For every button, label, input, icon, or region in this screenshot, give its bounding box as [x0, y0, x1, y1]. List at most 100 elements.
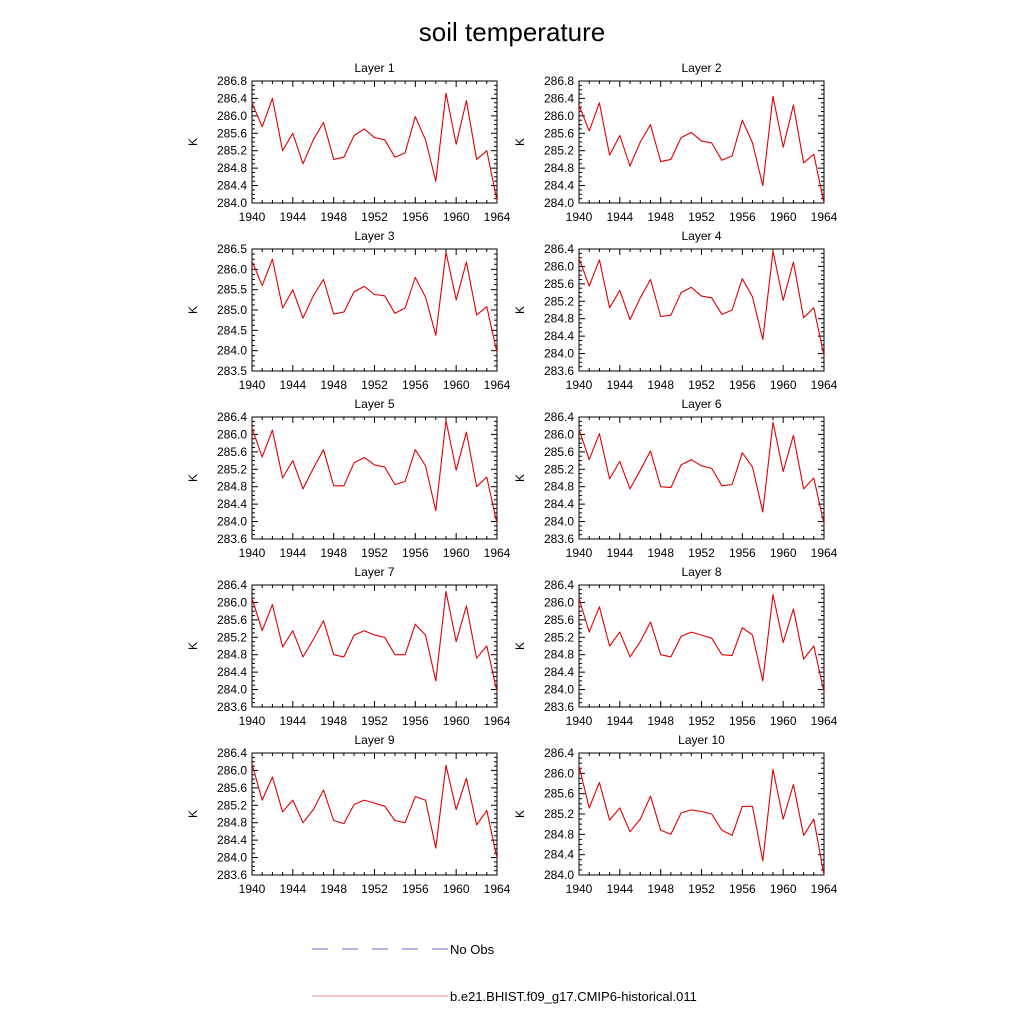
panel-1-xtick-label: 1948	[320, 210, 347, 224]
panel-6-xtick-label: 1956	[729, 546, 756, 560]
panel-10-xtick-label: 1940	[566, 882, 593, 896]
panel-5: Layer 5 K 1940 1944 1948 1952 1956 1960 1964 283.…	[186, 397, 511, 560]
panel-4: Layer 4 K 1940 1944 1948 1952 1956 1960 1964 283.…	[513, 229, 838, 392]
panel-1-ylabel: K	[186, 138, 200, 146]
panel-3-xtick-label: 1948	[320, 378, 347, 392]
panel-9-xtick-label: 1964	[484, 882, 511, 896]
panel-3-ytick-label: 286.5	[217, 242, 247, 256]
panel-2-xtick-label: 1952	[688, 210, 715, 224]
panel-5-ytick-label: 286.4	[217, 410, 247, 424]
panel-9-series-line	[251, 763, 498, 859]
panel-9-ylabel: K	[186, 810, 200, 818]
panel-3-series-line	[251, 251, 498, 353]
panel-5-ytick-label: 284.0	[217, 515, 247, 529]
panel-10-ylabel: K	[513, 810, 527, 818]
panel-4-ytick-label: 285.6	[544, 277, 574, 291]
legend-label-model: b.e21.BHIST.f09_g17.CMIP6-historical.011	[450, 989, 697, 1004]
panel-6-ytick-label: 284.8	[544, 480, 574, 494]
panel-2-ytick-label: 284.8	[544, 161, 574, 175]
panel-6-xtick-label: 1940	[566, 546, 593, 560]
panel-2-title: Layer 2	[681, 61, 721, 75]
panel-1-xtick-label: 1960	[443, 210, 470, 224]
panel-7-xtick-label: 1964	[484, 714, 511, 728]
panel-5-xtick-label: 1960	[443, 546, 470, 560]
panel-3-xtick-label: 1964	[484, 378, 511, 392]
legend: No Obs b.e21.BHIST.f09_g17.CMIP6-histori…	[312, 942, 697, 1004]
panel-5-xtick-label: 1964	[484, 546, 511, 560]
panel-8-ytick-label: 286.0	[544, 595, 574, 609]
panel-5-xtick-label: 1956	[402, 546, 429, 560]
panel-2-ytick-label: 284.4	[544, 179, 574, 193]
panel-5-ytick-label: 283.6	[217, 532, 247, 546]
panel-6-ytick-label: 286.4	[544, 410, 574, 424]
panel-4-ytick-label: 285.2	[544, 294, 574, 308]
panel-5-xtick-label: 1940	[239, 546, 266, 560]
panel-1-frame	[251, 80, 498, 204]
panel-9-ytick-label: 284.4	[217, 833, 247, 847]
panel-4-title: Layer 4	[681, 229, 721, 243]
panel-1-xtick-label: 1944	[279, 210, 306, 224]
panel-2-series-line	[578, 95, 825, 204]
panel-7-ytick-label: 286.4	[217, 578, 247, 592]
panel-4-ytick-label: 283.6	[544, 364, 574, 378]
panel-4-ytick-label: 286.4	[544, 242, 574, 256]
panel-7: Layer 7 K 1940 1944 1948 1952 1956 1960 1964 283.…	[186, 565, 511, 728]
panel-7-series-line	[251, 590, 498, 692]
panel-1-ytick-label: 284.8	[217, 161, 247, 175]
panel-4-xtick-label: 1948	[647, 378, 674, 392]
panel-8-ytick-label: 284.0	[544, 683, 574, 697]
panel-6-ytick-label: 284.0	[544, 515, 574, 529]
panel-9-ytick-label: 286.4	[217, 746, 247, 760]
panel-5-ytick-label: 284.4	[217, 497, 247, 511]
panel-10-ytick-label: 284.4	[544, 848, 574, 862]
panel-1-ytick-label: 286.8	[217, 74, 247, 88]
panel-5-ytick-label: 285.2	[217, 462, 247, 476]
panel-10-ytick-label: 286.0	[544, 766, 574, 780]
panel-9-ytick-label: 284.0	[217, 851, 247, 865]
panel-7-frame	[251, 584, 498, 708]
panel-4-ytick-label: 284.8	[544, 312, 574, 326]
panel-10-xtick-label: 1964	[811, 882, 838, 896]
panel-2-ytick-label: 286.0	[544, 109, 574, 123]
panel-7-xtick-label: 1948	[320, 714, 347, 728]
panel-3-frame	[251, 248, 498, 372]
panel-4-xtick-label: 1964	[811, 378, 838, 392]
panels-group: Layer 1 K 1940 1944 1948 1952 1956 1960 1964 284.…	[186, 61, 838, 896]
panel-10-xtick-label: 1956	[729, 882, 756, 896]
panel-1: Layer 1 K 1940 1944 1948 1952 1956 1960 1964 284.…	[186, 61, 511, 224]
panel-3-ytick-label: 284.0	[217, 344, 247, 358]
panel-3-xtick-label: 1940	[239, 378, 266, 392]
panel-4-series-line	[578, 250, 825, 356]
panel-8-ytick-label: 286.4	[544, 578, 574, 592]
panel-8-xtick-label: 1960	[770, 714, 797, 728]
panel-8-xtick-label: 1944	[606, 714, 633, 728]
panel-1-ytick-label: 286.0	[217, 109, 247, 123]
panel-8-ytick-label: 284.8	[544, 648, 574, 662]
panel-6-xtick-label: 1952	[688, 546, 715, 560]
panel-3-ytick-label: 286.0	[217, 262, 247, 276]
panel-6-ytick-label: 286.0	[544, 427, 574, 441]
panel-7-ytick-label: 285.6	[217, 613, 247, 627]
panel-10-xtick-label: 1948	[647, 882, 674, 896]
panel-1-xtick-label: 1940	[239, 210, 266, 224]
panel-9-ytick-label: 284.8	[217, 816, 247, 830]
panel-8: Layer 8 K 1940 1944 1948 1952 1956 1960 1964 283.…	[513, 565, 838, 728]
panel-4-xtick-label: 1952	[688, 378, 715, 392]
panel-2-ytick-label: 285.2	[544, 144, 574, 158]
panel-7-ytick-label: 284.4	[217, 665, 247, 679]
panel-3-ylabel: K	[186, 306, 200, 314]
panel-10-ytick-label: 285.2	[544, 807, 574, 821]
panel-9-xtick-label: 1948	[320, 882, 347, 896]
panel-8-ytick-label: 284.4	[544, 665, 574, 679]
panel-5-xtick-label: 1948	[320, 546, 347, 560]
panel-1-xtick-label: 1956	[402, 210, 429, 224]
panel-1-ytick-label: 285.6	[217, 126, 247, 140]
panel-4-ytick-label: 286.0	[544, 259, 574, 273]
panel-2-ytick-label: 284.0	[544, 196, 574, 210]
panel-8-xtick-label: 1964	[811, 714, 838, 728]
panel-2-xtick-label: 1948	[647, 210, 674, 224]
figure-title: soil temperature	[419, 17, 605, 47]
panel-4-ylabel: K	[513, 306, 527, 314]
panel-6-xtick-label: 1960	[770, 546, 797, 560]
panel-6-xtick-label: 1948	[647, 546, 674, 560]
